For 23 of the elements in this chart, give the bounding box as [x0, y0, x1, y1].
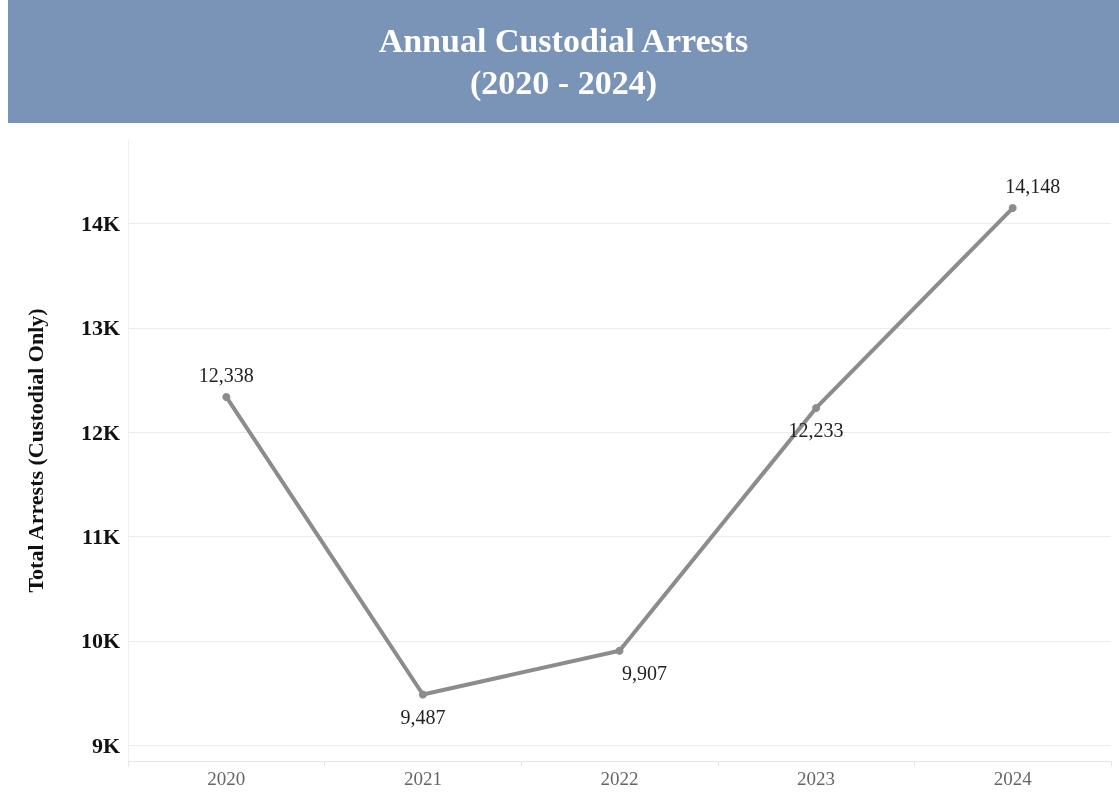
x-tick-label: 2021 [403, 768, 442, 789]
point [812, 403, 821, 412]
y-axis-title: Total Arrests (Custodial Only) [22, 308, 48, 593]
x-tick-label: 2022 [600, 768, 639, 789]
y-tick-label: 10K [80, 628, 120, 654]
point [1008, 204, 1017, 213]
data-label: 9,907 [622, 661, 667, 684]
data-label: 14,148 [1005, 175, 1061, 198]
point [418, 690, 427, 699]
chart-title: Annual Custodial Arrests (2020 - 2024) [8, 0, 1119, 123]
y-tick-label: 14K [80, 211, 120, 236]
x-tick-label: 2023 [797, 768, 836, 789]
y-tick-label: 11K [82, 524, 120, 550]
x-tick-label: 2020 [207, 768, 246, 789]
point [615, 646, 624, 655]
point [222, 392, 231, 401]
data-label: 12,338 [198, 363, 254, 386]
data-label: 9,487 [400, 705, 446, 728]
y-tick-label: 12K [80, 419, 120, 445]
y-tick-label: 13K [80, 315, 120, 341]
data-label: 12,233 [788, 418, 844, 441]
x-tick-label: 2024 [993, 768, 1033, 789]
y-tick-label: 9K [91, 732, 120, 758]
